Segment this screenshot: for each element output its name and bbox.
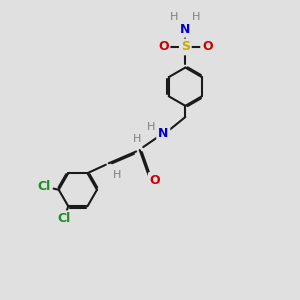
Text: H: H	[170, 13, 178, 22]
Text: H: H	[192, 13, 201, 22]
Text: H: H	[113, 170, 121, 180]
Text: O: O	[202, 40, 213, 53]
Text: O: O	[150, 174, 160, 187]
Text: Cl: Cl	[57, 212, 70, 225]
Text: H: H	[147, 122, 155, 132]
Text: O: O	[158, 40, 169, 53]
Text: N: N	[158, 127, 168, 140]
Text: H: H	[133, 134, 141, 144]
Text: N: N	[180, 23, 190, 36]
Text: Cl: Cl	[38, 180, 51, 193]
Text: S: S	[181, 40, 190, 53]
